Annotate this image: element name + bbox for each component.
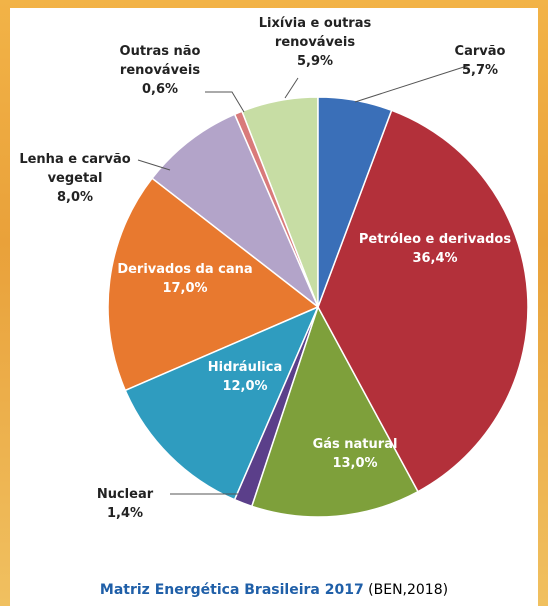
category-label: Petróleo e derivados xyxy=(358,232,512,247)
caption-title: Matriz Energética Brasileira 2017 xyxy=(99,582,364,598)
category-label: Outras não renováveis xyxy=(119,44,201,78)
slice-label: Carvão 5,7% xyxy=(440,42,520,80)
value-label: 8,0% xyxy=(56,190,94,205)
pie-slice xyxy=(107,177,320,392)
value-label: 5,7% xyxy=(461,63,499,78)
leader-line xyxy=(354,64,471,103)
slice-label: Gás natural 13,0% xyxy=(290,435,420,473)
value-label: 5,9% xyxy=(296,54,334,69)
slice-label: Outras não renováveis 0,6% xyxy=(100,42,220,99)
slice-label: Lenha e carvão vegetal 8,0% xyxy=(10,150,140,207)
slice-label: Derivados da cana 17,0% xyxy=(110,260,260,298)
category-label: Lenha e carvão vegetal xyxy=(19,152,131,186)
category-label: Derivados da cana xyxy=(117,262,253,277)
caption: Matriz Energética Brasileira 2017 (BEN,2… xyxy=(0,582,548,598)
leader-line xyxy=(205,91,245,113)
value-label: 0,6% xyxy=(141,82,179,97)
value-label: 13,0% xyxy=(332,456,378,471)
pie-slice xyxy=(124,305,320,501)
slice-label: Petróleo e derivados 36,4% xyxy=(350,230,520,268)
category-label: Nuclear xyxy=(96,487,154,502)
slice-label: Hidráulica 12,0% xyxy=(185,358,305,396)
leader-line xyxy=(284,77,299,99)
pie-slice xyxy=(317,109,529,493)
pie-slice xyxy=(151,113,319,308)
category-label: Hidráulica xyxy=(207,360,283,375)
caption-source: (BEN,2018) xyxy=(368,582,449,598)
pie-slice xyxy=(317,96,393,308)
value-label: 1,4% xyxy=(106,506,144,521)
pie-slice xyxy=(250,305,420,518)
category-label: Gás natural xyxy=(312,437,398,452)
value-label: 17,0% xyxy=(162,281,208,296)
leader-lines xyxy=(137,64,471,495)
category-label: Carvão xyxy=(454,44,506,59)
leader-line xyxy=(137,159,171,171)
value-label: 12,0% xyxy=(222,379,268,394)
category-label: Lixívia e outras renováveis xyxy=(258,16,372,50)
value-label: 36,4% xyxy=(412,251,458,266)
slice-label: Lixívia e outras renováveis 5,9% xyxy=(250,14,380,71)
slice-label: Nuclear 1,4% xyxy=(80,485,170,523)
